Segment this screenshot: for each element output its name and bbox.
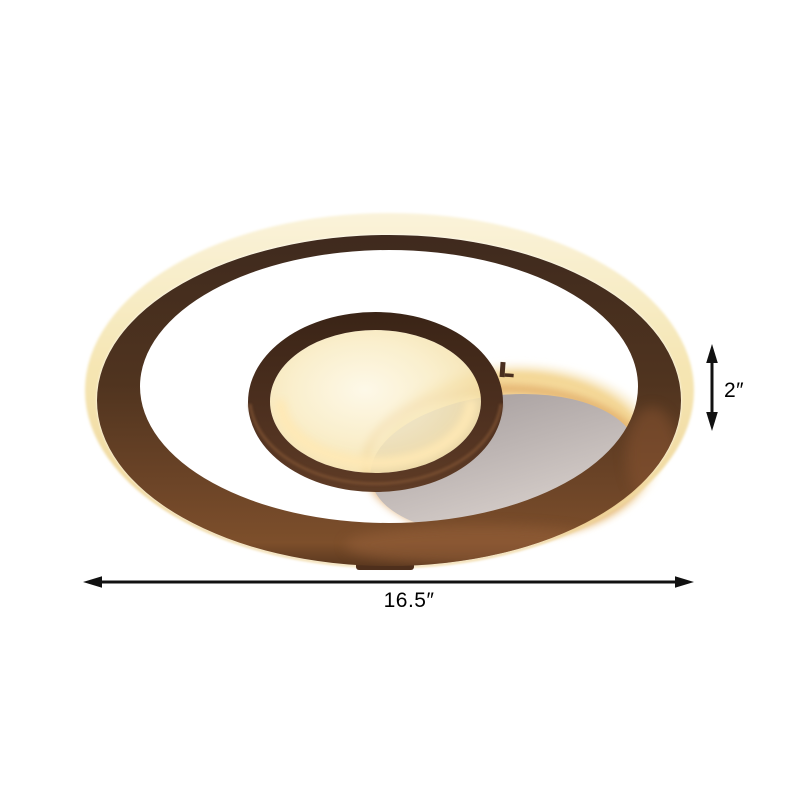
arrow-left-icon bbox=[83, 576, 102, 588]
width-dimension-arrow bbox=[83, 576, 694, 588]
width-dimension-label: 16.5″ bbox=[383, 589, 435, 612]
arrow-up-icon bbox=[706, 344, 718, 363]
height-dimension-arrow bbox=[706, 344, 718, 431]
inner-ring-lit-edge bbox=[248, 403, 503, 486]
inner-ring-rim-glow bbox=[274, 399, 477, 469]
arrow-right-icon bbox=[675, 576, 694, 588]
arrow-down-icon bbox=[706, 412, 718, 431]
height-dimension-label: 2″ bbox=[724, 379, 745, 402]
mounting-notch bbox=[499, 361, 514, 378]
inner-ring-glow-fill bbox=[270, 330, 481, 473]
